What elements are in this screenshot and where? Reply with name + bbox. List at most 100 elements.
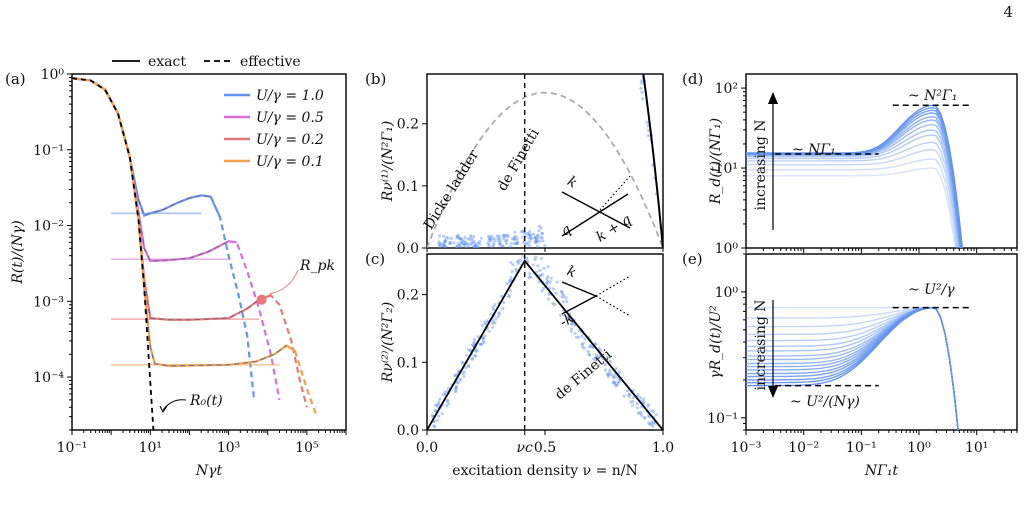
panel-b-dicke-label: Dicke ladder [421, 147, 483, 232]
panel-c-point [498, 312, 502, 316]
panel-c-point [491, 305, 495, 309]
panel-c-point [446, 386, 451, 390]
panel-b-point [498, 243, 503, 247]
panel-c-point [514, 267, 518, 271]
panel-c-point [493, 321, 497, 325]
panel-b-point [502, 235, 506, 239]
panel-c-ytick-label: 0.1 [397, 355, 419, 371]
panel-c-point [432, 424, 436, 428]
panel-c-point [461, 361, 465, 365]
panel-b-point [535, 240, 539, 244]
panel-c-point [610, 373, 614, 377]
panel-b-point [465, 242, 469, 246]
panel-c-point [511, 263, 515, 267]
panel-b-point [640, 90, 644, 94]
panel-c-point [614, 367, 618, 371]
panel-c-ytick-label: 0.2 [397, 288, 419, 304]
panel-b-point [486, 241, 490, 245]
panel-b-point [492, 243, 496, 247]
panel-c-point [491, 325, 495, 329]
panel-b-point [441, 242, 445, 246]
panel-b-point [537, 239, 542, 243]
panel-c-point [437, 414, 441, 418]
panel-b-point [529, 236, 533, 241]
panel-c-point [546, 297, 551, 301]
panel-b-point [474, 245, 478, 248]
panel-b-point [476, 245, 480, 248]
panel-a-frame [71, 73, 347, 431]
panel-c-point [497, 311, 501, 315]
panel-c-point [546, 265, 550, 269]
panel-a-r0-label: R₀(t) [189, 393, 223, 409]
panel-b-inset-k: k [564, 173, 579, 191]
panel-b-scatter [437, 1, 658, 248]
panel-c-point [540, 289, 544, 293]
panel-b-point [458, 243, 462, 247]
panel-c-inset-dotted2 [595, 295, 631, 317]
panel-c-point [482, 340, 486, 344]
panel-b-point [527, 236, 531, 240]
panel-b-point [489, 237, 494, 241]
panel-c-point [435, 418, 439, 422]
panel-b-point [497, 234, 501, 238]
panel-c-point [438, 397, 442, 401]
panel-d-ytick-label: 10² [715, 81, 738, 97]
panel-d-curve-3 [746, 141, 960, 248]
panel-b-point [437, 243, 442, 248]
panel-c-point [481, 336, 485, 340]
panel-c-point [433, 425, 437, 429]
panel-b-point [631, 27, 634, 30]
panel-a-series-dashed-1 [228, 240, 281, 401]
panel-b-point [443, 238, 447, 243]
panel-c-point [505, 282, 509, 286]
panel-b-point [471, 237, 475, 242]
panel-b-point [472, 245, 476, 248]
panel-b-point [520, 230, 524, 234]
panel-c-point [594, 356, 598, 360]
panel-b-point [466, 237, 470, 241]
panel-b-point [455, 244, 459, 248]
panel-c-point [639, 410, 643, 414]
panel-c-point [493, 303, 497, 307]
panel-c-point [554, 291, 558, 295]
panel-b-point [438, 245, 442, 248]
panel-c-point [478, 342, 482, 346]
panel-b-ytick-label: 0.0 [397, 241, 419, 257]
panel-c-point [480, 342, 484, 346]
panel-b-point [488, 237, 492, 241]
panel-b-point [516, 240, 520, 245]
panel-c-point [549, 276, 553, 280]
panel-c-point [494, 317, 498, 321]
panel-b-ytick-label: 0.1 [397, 179, 419, 195]
panel-a-r0-arrowhead [159, 405, 168, 413]
panel-b-point [441, 234, 446, 238]
panel-c-point [464, 353, 469, 357]
panel-b-label: (b) [365, 70, 386, 88]
panel-c-point [528, 272, 532, 276]
panel-b-point [438, 241, 442, 246]
panel-a-effective-2 [138, 219, 260, 321]
panel-c-point [437, 402, 441, 407]
panel-c-point [443, 392, 447, 397]
panel-c-point [482, 336, 486, 340]
panel-c-point [470, 357, 474, 361]
panel-b-point [448, 240, 452, 244]
panel-d-high-label: ~ N²Γ₁ [908, 88, 957, 104]
panel-b-point [622, 11, 625, 14]
panel-b-point [629, 1, 632, 4]
panel-c-point [441, 393, 446, 397]
panel-c-point [464, 365, 468, 370]
panel-b-point [630, 14, 633, 17]
panel-b-point [501, 244, 505, 248]
panel-e-frame [745, 253, 1018, 431]
panel-c-point [548, 280, 552, 284]
panel-c-point [525, 256, 529, 260]
panel-a-series-dashed-2 [258, 294, 308, 408]
panel-c-point [483, 320, 487, 324]
panel-e-xtick-label: 10⁰ [907, 440, 931, 456]
panel-c-point [615, 382, 620, 386]
panel-a-ytick-label: 10⁻⁴ [33, 370, 64, 386]
panel-b-point [455, 245, 459, 248]
panel-c-point [649, 423, 653, 427]
panel-b-point [533, 235, 538, 240]
